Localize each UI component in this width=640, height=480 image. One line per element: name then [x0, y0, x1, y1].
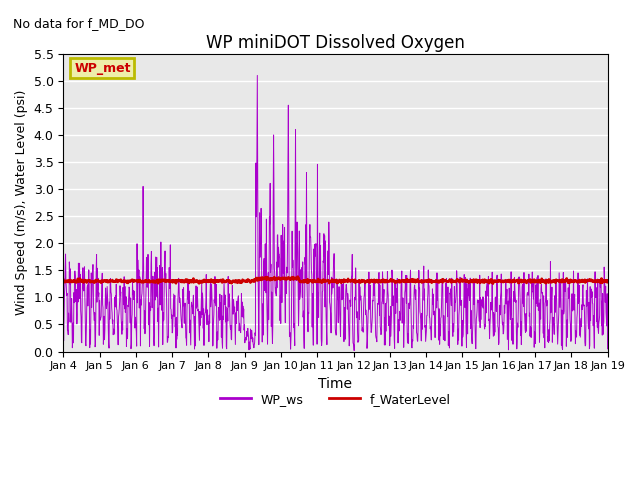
Text: No data for f_MD_DO: No data for f_MD_DO — [13, 17, 144, 30]
Title: WP miniDOT Dissolved Oxygen: WP miniDOT Dissolved Oxygen — [206, 34, 465, 52]
X-axis label: Time: Time — [319, 377, 353, 391]
Legend: WP_ws, f_WaterLevel: WP_ws, f_WaterLevel — [215, 388, 456, 411]
Y-axis label: Wind Speed (m/s), Water Level (psi): Wind Speed (m/s), Water Level (psi) — [15, 90, 28, 315]
Text: WP_met: WP_met — [74, 61, 131, 74]
